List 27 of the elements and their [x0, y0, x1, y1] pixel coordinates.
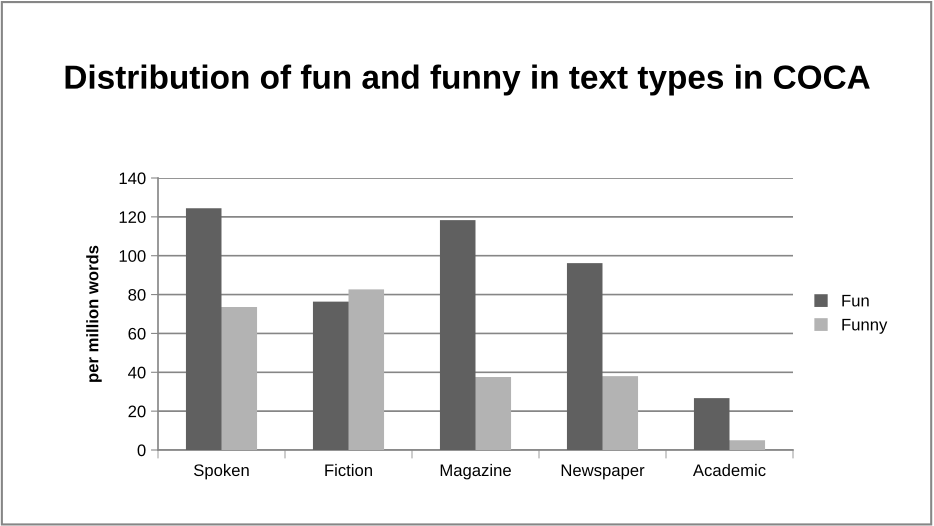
bar — [694, 398, 730, 450]
bar — [312, 302, 348, 450]
x-tick-label: Newspaper — [562, 464, 644, 480]
bar — [730, 440, 766, 450]
y-tick-label: 20 — [128, 406, 146, 418]
bar — [602, 376, 638, 450]
chart-title: Distribution of fun and funny in text types in COCA — [66, 64, 870, 96]
x-tick-label: Magazine — [440, 464, 511, 480]
y-tick-label: 60 — [128, 328, 146, 340]
bar — [476, 376, 512, 450]
bar — [186, 208, 222, 450]
y-tick-label: 120 — [120, 211, 146, 224]
bar — [440, 220, 476, 450]
y-tick-label: 0 — [138, 444, 146, 456]
x-tick-label: Academic — [692, 464, 766, 476]
bar — [222, 307, 258, 450]
x-tick-label: Fiction — [325, 464, 372, 476]
legend-label: Fun — [842, 294, 869, 307]
x-tick-label: Spoken — [194, 464, 249, 480]
y-axis-title: per million words — [86, 246, 102, 382]
legend-label: Funny — [842, 318, 888, 334]
bar — [566, 263, 602, 450]
bar — [348, 289, 384, 450]
y-tick-label: 100 — [120, 250, 146, 262]
y-tick-label: 40 — [128, 366, 146, 378]
y-tick-label: 140 — [120, 172, 146, 184]
y-tick-label: 80 — [128, 288, 146, 301]
